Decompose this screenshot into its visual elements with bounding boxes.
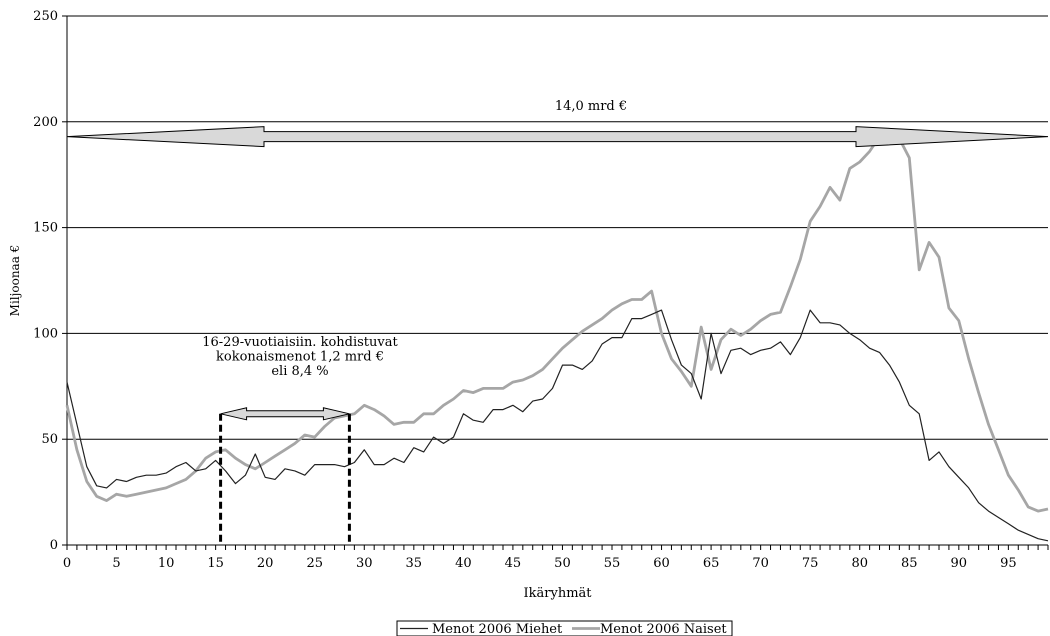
x-tick-label: 65	[703, 556, 720, 571]
y-tick-label: 0	[50, 538, 58, 553]
x-tick-label: 95	[1000, 556, 1017, 571]
annotations: 14,0 mrd € 16-29-vuotiaisiin. kohdistuvat…	[66, 99, 1049, 545]
x-tick-label: 50	[554, 556, 571, 571]
axes	[62, 15, 1049, 550]
x-tick-label: 45	[505, 556, 522, 571]
x-tick-label: 55	[604, 556, 621, 571]
y-tick-label: 100	[33, 326, 58, 341]
x-tick-label: 40	[455, 556, 472, 571]
youth-span-label: eli 8,4 %	[271, 364, 328, 379]
axis-labels: 0 50 100 150 200 250 0 5 10 15 20 25 30 35 40 45 50 55 60 6…	[8, 9, 1017, 601]
x-tick-label: 60	[653, 556, 670, 571]
series-line-miehet	[66, 309, 1049, 542]
y-tick-label: 50	[41, 432, 58, 447]
x-axis-title: Ikäryhmät	[524, 586, 593, 601]
legend-label: Menot 2006 Miehet	[432, 622, 563, 636]
x-tick-label: 10	[158, 556, 175, 571]
total-span-arrow	[66, 126, 1049, 148]
x-tick-label: 15	[207, 556, 224, 571]
youth-span-label: kokonaismenot 1,2 mrd €	[216, 350, 384, 365]
y-axis-title: Miljoonaa €	[8, 245, 22, 317]
y-tick-label: 150	[33, 221, 58, 236]
x-tick-label: 75	[802, 556, 819, 571]
grid-lines	[67, 15, 1048, 440]
y-tick-label: 200	[33, 115, 58, 130]
x-tick-label: 90	[951, 556, 968, 571]
x-tick-label: 35	[406, 556, 423, 571]
series-line-naiset	[65, 133, 1049, 513]
x-tick-label: 20	[257, 556, 274, 571]
x-tick-label: 30	[356, 556, 373, 571]
y-tick-label: 250	[33, 9, 58, 24]
x-tick-label: 85	[901, 556, 918, 571]
x-tick-label: 0	[63, 556, 71, 571]
youth-span-label: 16-29-vuotiaisiin. kohdistuvat	[202, 335, 398, 350]
legend-box	[396, 620, 733, 636]
legend-label: Menot 2006 Naiset	[600, 622, 727, 636]
total-span-label: 14,0 mrd €	[555, 99, 627, 114]
youth-span-arrow	[220, 407, 350, 421]
x-tick-label: 25	[306, 556, 323, 571]
x-tick-label: 80	[851, 556, 868, 571]
x-tick-label: 70	[752, 556, 769, 571]
x-tick-label: 5	[112, 556, 120, 571]
legend: Menot 2006 Miehet Menot 2006 Naiset	[396, 620, 733, 636]
